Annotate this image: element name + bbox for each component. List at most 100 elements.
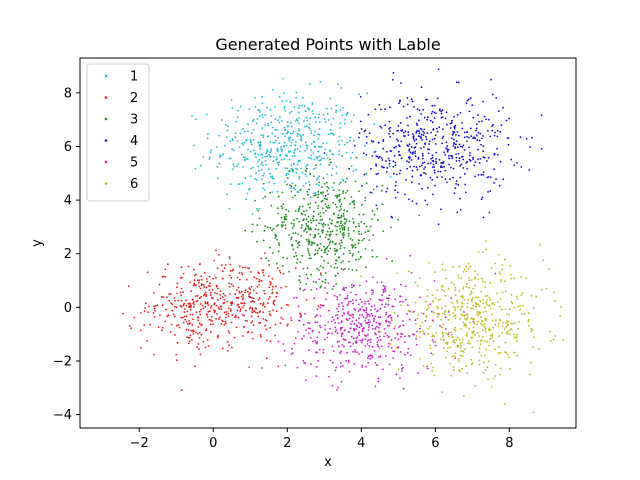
data-point [386, 150, 388, 153]
data-point [352, 343, 355, 345]
data-point [204, 302, 207, 305]
data-point [459, 209, 462, 211]
data-point [371, 218, 374, 221]
data-point [258, 284, 260, 286]
data-point [423, 116, 426, 119]
data-point [491, 303, 493, 305]
data-point [422, 154, 424, 157]
data-point [408, 157, 411, 160]
data-point [489, 307, 492, 310]
data-point [415, 337, 417, 340]
data-point [435, 332, 438, 334]
data-point [339, 230, 342, 233]
data-point [390, 346, 393, 349]
data-point [285, 208, 288, 211]
data-point [509, 265, 512, 267]
data-point [454, 357, 457, 359]
data-point [333, 294, 336, 297]
data-point [308, 184, 311, 186]
data-point [415, 166, 418, 169]
data-point [328, 235, 331, 237]
data-point [482, 171, 485, 174]
data-point [277, 365, 280, 368]
data-point [453, 369, 455, 371]
data-point [283, 216, 286, 218]
data-point [451, 301, 454, 304]
data-point [462, 394, 465, 397]
data-point [387, 316, 389, 318]
data-point [548, 268, 551, 270]
data-point [285, 285, 287, 288]
data-point [346, 351, 348, 354]
data-point [183, 315, 186, 318]
data-point [301, 224, 303, 227]
data-point [298, 128, 300, 131]
data-point [470, 290, 473, 293]
data-point [268, 286, 271, 288]
data-point [226, 129, 229, 132]
data-point [499, 279, 502, 281]
data-point [360, 301, 363, 304]
data-point [371, 293, 373, 295]
data-point [281, 226, 283, 228]
data-point [310, 244, 313, 247]
data-point [223, 267, 226, 270]
data-point [377, 157, 380, 160]
data-point [345, 218, 348, 221]
data-point [342, 107, 344, 109]
data-point [454, 294, 457, 297]
data-point [330, 265, 332, 268]
data-point [409, 115, 411, 118]
data-point [388, 162, 391, 165]
data-point [414, 146, 417, 149]
data-point [471, 298, 473, 301]
data-point [285, 303, 288, 306]
data-point [416, 168, 419, 171]
data-point [341, 364, 344, 367]
data-point [435, 160, 437, 163]
legend-label: 2 [130, 91, 138, 106]
data-point [206, 316, 209, 318]
data-point [475, 129, 477, 132]
data-point [153, 305, 155, 308]
data-point [355, 337, 357, 339]
data-point [372, 188, 375, 191]
data-point [345, 113, 348, 116]
data-point [209, 331, 212, 333]
data-point [335, 242, 337, 245]
data-point [397, 338, 400, 341]
data-point [481, 120, 483, 122]
data-point [465, 285, 468, 288]
data-point [341, 114, 344, 116]
data-point [396, 138, 398, 141]
data-point [341, 233, 344, 235]
data-point [516, 354, 518, 357]
data-point [270, 204, 273, 207]
data-point [491, 129, 494, 132]
data-point [386, 167, 389, 169]
data-point [392, 132, 395, 135]
data-point [371, 255, 374, 258]
data-point [420, 312, 423, 314]
data-point [458, 360, 460, 363]
data-point [242, 144, 245, 146]
data-point [176, 286, 178, 289]
data-point [376, 281, 379, 284]
data-point [432, 320, 435, 322]
data-point [523, 313, 526, 315]
data-point [198, 322, 201, 325]
data-point [308, 181, 310, 183]
data-point [214, 310, 217, 312]
data-point [199, 287, 202, 290]
data-point [472, 304, 475, 307]
data-point [335, 329, 338, 331]
data-point [293, 149, 296, 152]
data-point [274, 237, 277, 239]
data-point [203, 271, 206, 274]
data-point [545, 287, 548, 290]
data-point [355, 168, 357, 171]
data-point [441, 116, 444, 118]
data-point [185, 328, 188, 331]
data-point [315, 288, 318, 290]
data-point [200, 296, 202, 298]
